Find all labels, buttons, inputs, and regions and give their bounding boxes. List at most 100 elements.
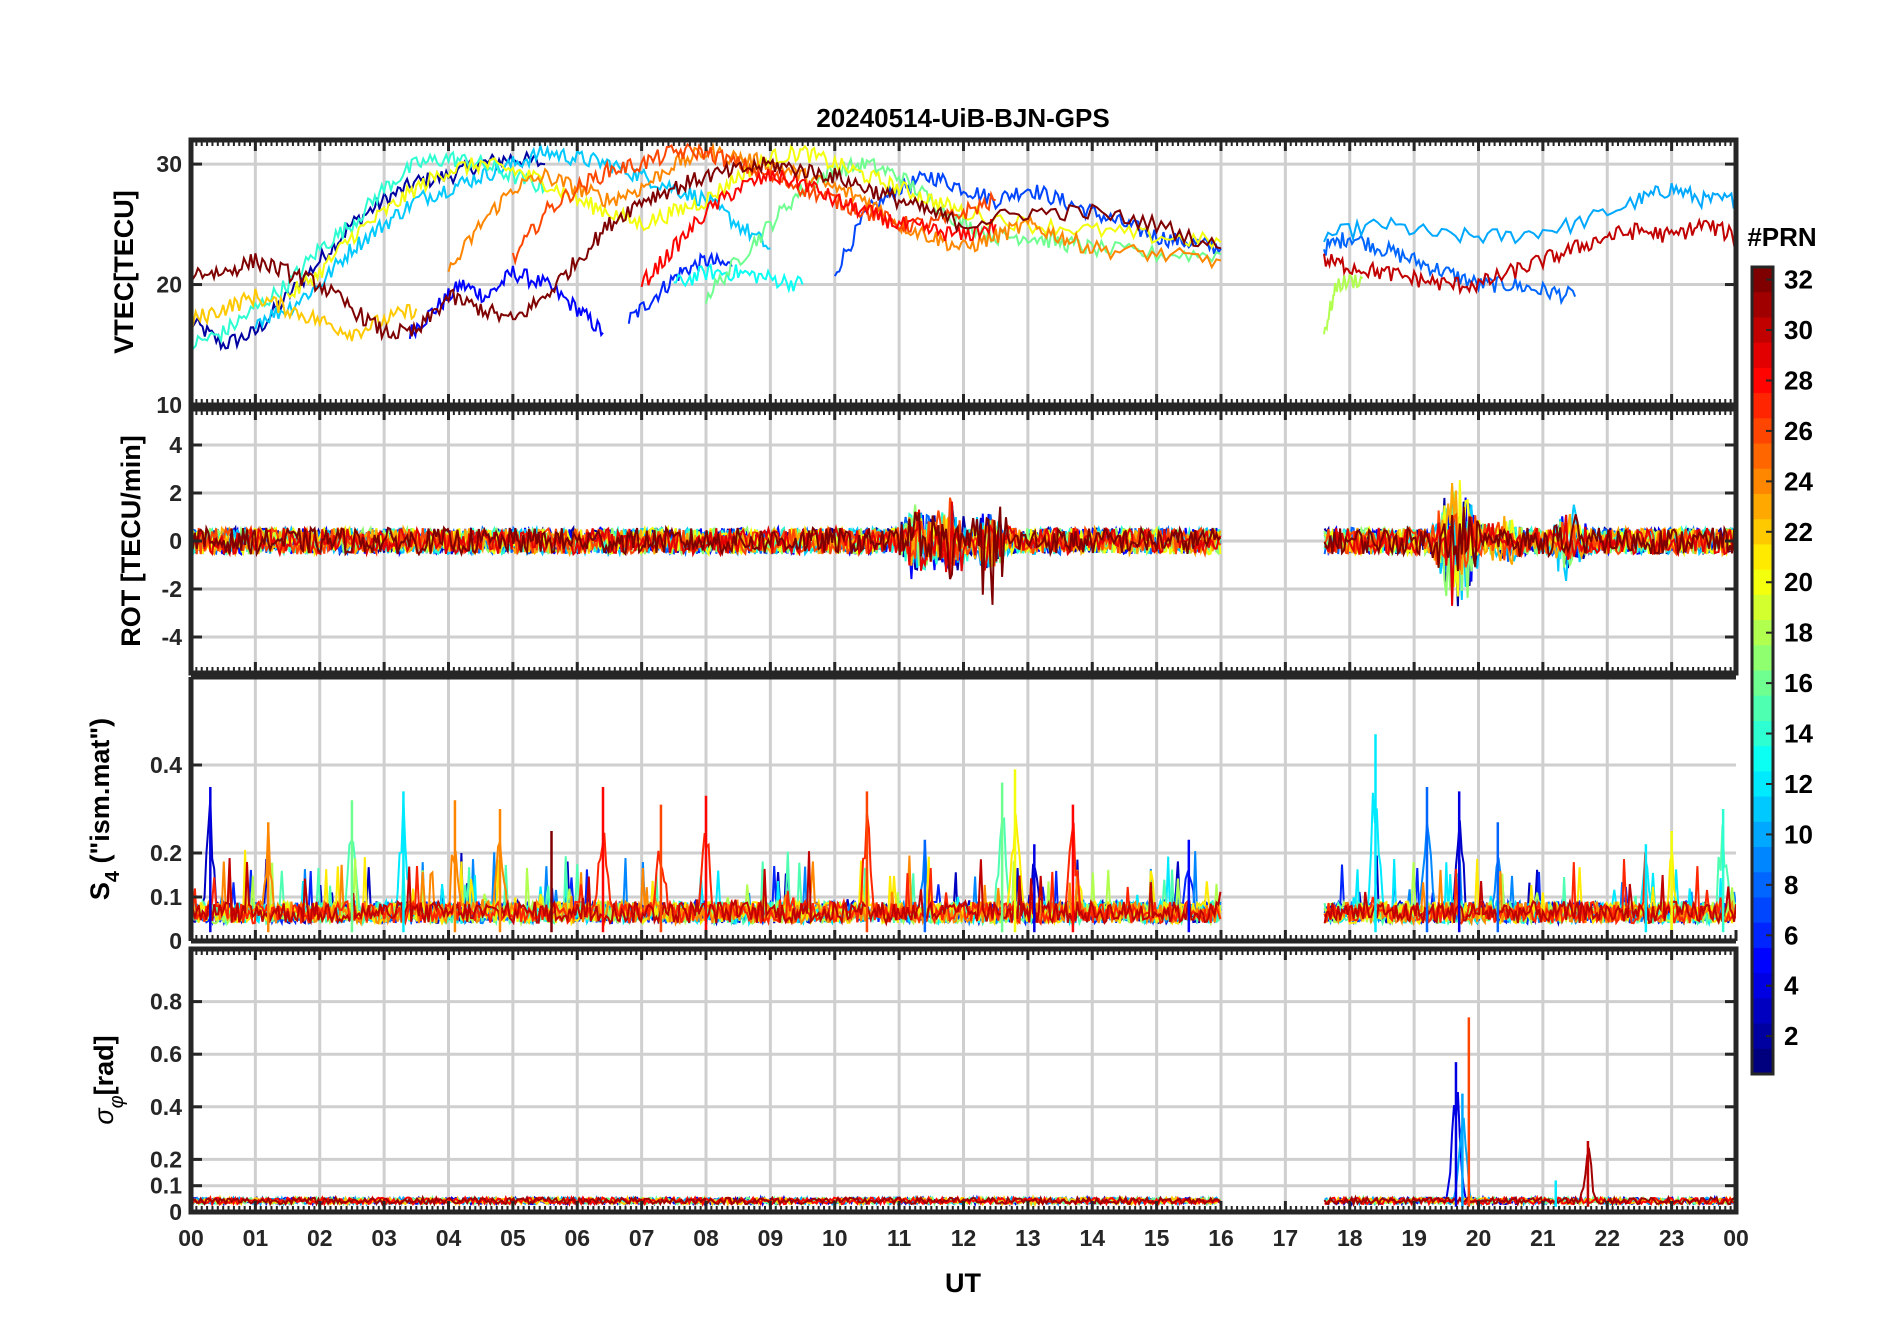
x-tick-label: 01 <box>243 1225 269 1251</box>
vtec-prn-line <box>191 149 546 352</box>
vtec-prn-line <box>640 168 997 288</box>
x-tick-label: 00 <box>178 1225 204 1251</box>
sigma-ytick-labels: 00.10.2 0.4 0.6 0.8 <box>150 989 182 1225</box>
rot-ticks <box>189 409 1738 673</box>
y-tick-label: 0.2 <box>150 840 182 866</box>
vtec-prn-line <box>254 141 771 330</box>
x-tick-labels: 00 01 02 03 04 05 06 07 08 09 10 11 12 13 14 15 16 17 18 19… <box>178 1225 1749 1251</box>
x-tick-label: 14 <box>1079 1225 1105 1251</box>
panel-sigma-phi: 00.10.2 0.4 0.6 0.8 σφ[rad] <box>89 946 1739 1225</box>
sigma-ylabel-main: σ <box>89 1107 119 1125</box>
colorbar-band <box>1752 1048 1773 1075</box>
x-tick-label: 05 <box>500 1225 526 1251</box>
y-tick-label: 0.4 <box>150 752 182 778</box>
y-tick-label: 0 <box>169 1199 182 1225</box>
s4-series <box>191 734 1736 933</box>
chart-title: 20240514-UiB-BJN-GPS <box>816 103 1109 133</box>
panel-rot: -4 -2 0 2 4 ROT [TECU/min] <box>116 406 1739 676</box>
vtec-prn-line <box>191 150 546 350</box>
rot-ylabel: ROT [TECU/min] <box>116 435 146 646</box>
colorbar-band <box>1752 998 1773 1025</box>
colorbar-band <box>1752 519 1773 546</box>
colorbar-band <box>1752 847 1773 873</box>
s4-ytick-labels: 0 0.1 0.2 0.4 <box>150 752 182 954</box>
s4-ticks <box>189 763 1738 943</box>
vtec-prn-line <box>286 143 1222 299</box>
y-tick-label: 0 <box>169 528 182 554</box>
x-tick-label: 20 <box>1466 1225 1492 1251</box>
colorbar-band <box>1752 569 1773 596</box>
colorbar-tick-label: 8 <box>1784 870 1798 900</box>
colorbar-tick-label: 14 <box>1784 719 1813 749</box>
vtec-prn-line <box>1323 183 1736 245</box>
panel-s4: 0 0.1 0.2 0.4 S4 ("ism.mat") <box>85 674 1738 954</box>
sigma-ylabel-sub: φ <box>106 1095 128 1108</box>
colorbar-tick-label: 26 <box>1784 416 1813 446</box>
colorbar-band <box>1752 746 1773 772</box>
x-tick-label: 11 <box>887 1225 912 1251</box>
x-tick-label: 12 <box>951 1225 977 1251</box>
colorbar-band <box>1752 468 1773 495</box>
colorbar-frame <box>1750 265 1775 1076</box>
vtec-prn-line <box>1323 217 1736 296</box>
sigma-ylabel-tail: [rad] <box>89 1035 119 1095</box>
y-tick-label: -2 <box>162 576 182 602</box>
y-tick-label: 4 <box>169 432 182 458</box>
vtec-prn-line <box>673 263 804 294</box>
x-tick-label: 21 <box>1530 1225 1556 1251</box>
colorbar-band <box>1752 418 1773 445</box>
colorbar-band <box>1752 1023 1773 1050</box>
colorbar-band <box>1752 645 1773 672</box>
colorbar-tick-label: 6 <box>1784 920 1798 950</box>
colorbar-band <box>1752 267 1773 293</box>
colorbar-band <box>1752 947 1773 974</box>
sigma-ylabel: σφ[rad] <box>89 1035 128 1124</box>
s4-ylabel-main: S <box>85 882 115 900</box>
vtec-prn-line <box>191 156 1222 342</box>
colorbar-band <box>1752 695 1773 722</box>
x-tick-label: 10 <box>822 1225 848 1251</box>
x-tick-label: 18 <box>1337 1225 1363 1251</box>
colorbar-band <box>1752 897 1773 924</box>
y-tick-label: 0.6 <box>150 1041 182 1067</box>
y-tick-label: 0 <box>169 928 182 954</box>
y-tick-label: 0.1 <box>150 884 182 910</box>
colorbar-band <box>1752 317 1773 344</box>
colorbar-tick-label: 10 <box>1784 819 1813 849</box>
colorbar-band <box>1752 620 1773 646</box>
colorbar-tick-label: 20 <box>1784 567 1813 597</box>
colorbar-band <box>1752 342 1773 369</box>
vtec-ylabel: VTEC[TECU] <box>109 190 139 354</box>
colorbar-tick-label: 22 <box>1784 517 1813 547</box>
x-tick-label: 00 <box>1723 1225 1749 1251</box>
colorbar-band <box>1752 872 1773 899</box>
s4-ylabel-sub: 4 <box>102 870 124 882</box>
colorbar-tick-label: 16 <box>1784 668 1813 698</box>
colorbar-band <box>1752 292 1773 319</box>
x-tick-label: 17 <box>1273 1225 1299 1251</box>
colorbar-tick-label: 32 <box>1784 265 1813 295</box>
vtec-ytick-labels: 10 20 30 <box>156 151 182 418</box>
x-tick-label: 19 <box>1401 1225 1427 1251</box>
colorbar-band <box>1752 796 1773 823</box>
colorbar-tick-label: 24 <box>1784 466 1813 496</box>
y-tick-label: 20 <box>156 272 182 298</box>
colorbar-band <box>1752 393 1773 419</box>
y-tick-label: 0.8 <box>150 989 182 1015</box>
rot-prn-line <box>191 506 1222 605</box>
colorbar-band <box>1752 973 1773 999</box>
colorbar-label: #PRN <box>1747 222 1816 252</box>
vtec-ticks <box>189 140 1738 407</box>
x-axis-label: UT <box>945 1268 981 1298</box>
colorbar-band <box>1752 443 1773 470</box>
colorbar-band <box>1752 720 1773 747</box>
y-tick-label: 30 <box>156 151 182 177</box>
colorbar-tick-label: 28 <box>1784 365 1813 395</box>
x-tick-label: 08 <box>693 1225 719 1251</box>
x-tick-label: 06 <box>564 1225 590 1251</box>
colorbar-bands <box>1752 267 1773 1075</box>
x-tick-label: 15 <box>1144 1225 1170 1251</box>
y-tick-label: 0.2 <box>150 1146 182 1172</box>
prn-line <box>1323 1146 1736 1208</box>
colorbar-band <box>1752 544 1773 571</box>
